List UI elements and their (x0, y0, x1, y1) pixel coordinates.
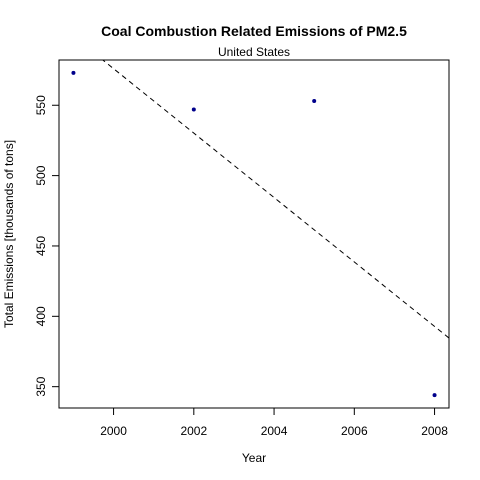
x-tick-label: 2000 (100, 424, 127, 438)
plot-area (71, 60, 449, 398)
y-axis: 350 400 450 500 550 (34, 95, 59, 397)
data-point (71, 70, 76, 75)
x-tick-label: 2002 (180, 424, 207, 438)
y-tick-label: 400 (34, 306, 48, 326)
chart-subtitle: United States (218, 45, 290, 59)
x-tick-label: 2004 (261, 424, 288, 438)
x-tick-label: 2008 (421, 424, 448, 438)
plot-frame (58, 59, 450, 409)
x-axis-label: Year (242, 451, 266, 465)
y-tick-label: 350 (34, 376, 48, 396)
data-point (432, 393, 437, 398)
trend-line (101, 60, 449, 339)
x-axis: 2000 2002 2004 2006 2008 (100, 408, 448, 438)
y-tick-label: 550 (34, 95, 48, 115)
data-point (312, 99, 317, 104)
y-tick-label: 450 (34, 236, 48, 256)
data-point (191, 107, 196, 112)
chart-title: Coal Combustion Related Emissions of PM2… (101, 23, 407, 39)
x-tick-label: 2006 (341, 424, 368, 438)
y-tick-label: 500 (34, 165, 48, 185)
y-axis-label: Total Emissions [thousands of tons] (2, 140, 16, 328)
